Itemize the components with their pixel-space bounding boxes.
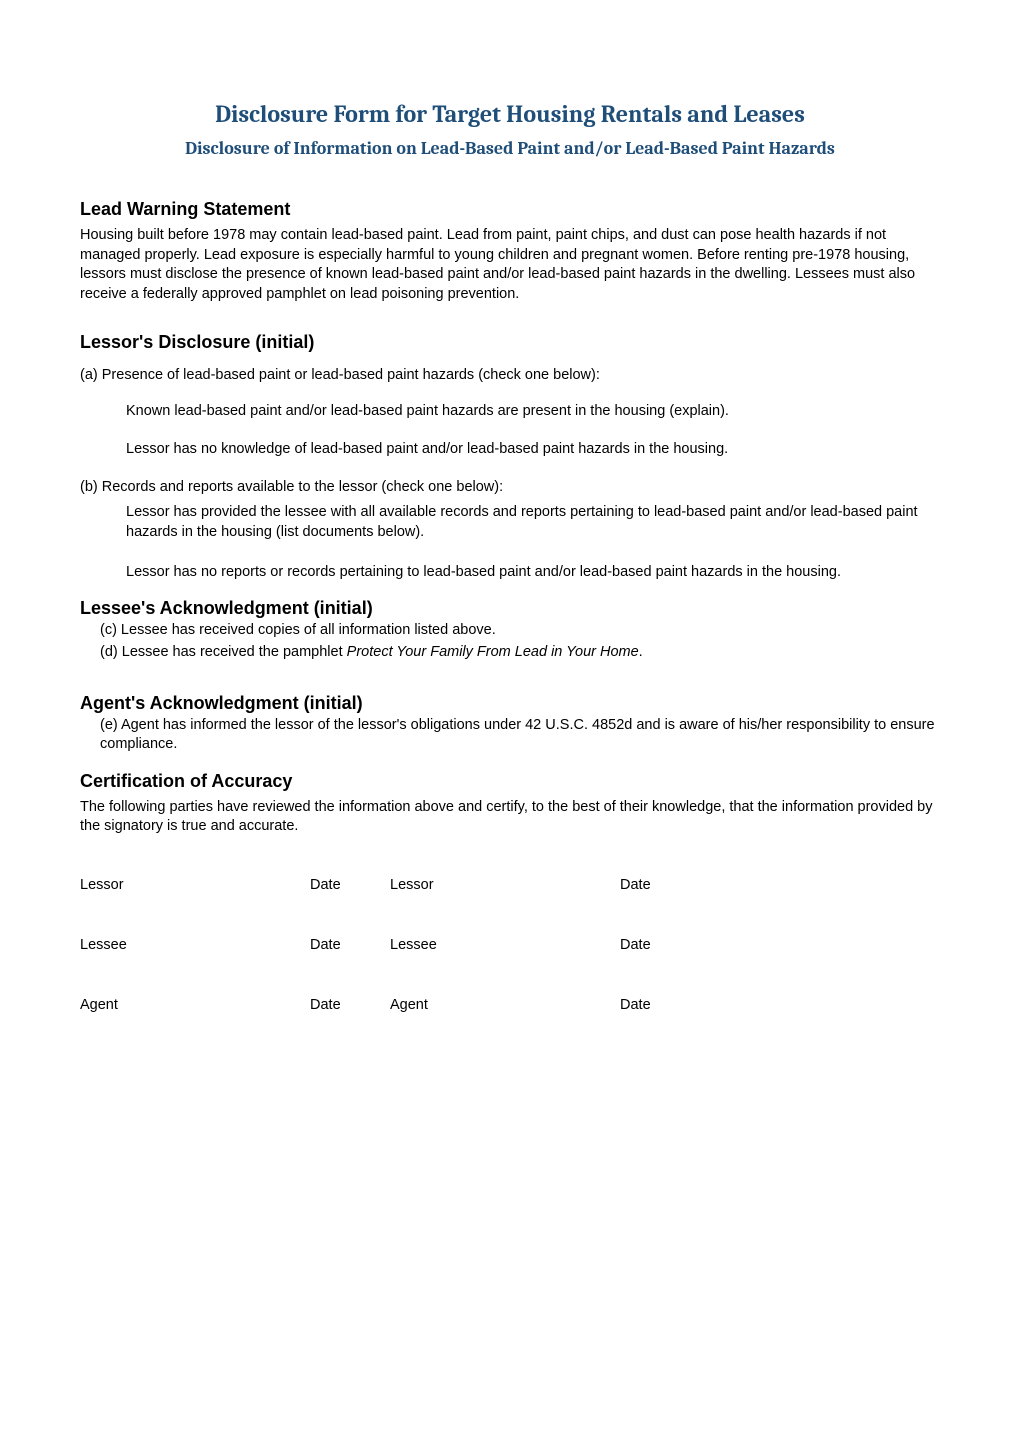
disclosure-a-option-2: Lessor has no knowledge of lead-based pa… <box>126 441 940 457</box>
agent-ack-item-e-text: (e) Agent has informed the lessor of the… <box>100 717 935 753</box>
page-container: Disclosure Form for Target Housing Renta… <box>0 0 1020 1443</box>
document-title: Disclosure Form for Target Housing Renta… <box>80 100 940 128</box>
lead-warning-heading: Lead Warning Statement <box>80 199 940 220</box>
sig-date-label: Date <box>620 877 680 893</box>
agent-ack-section: Agent's Acknowledgment (initial) (e) Age… <box>80 693 940 755</box>
disclosure-b-option-1-text: Lessor has provided the lessee with all … <box>126 504 918 540</box>
agent-ack-heading: Agent's Acknowledgment (initial) <box>80 693 940 714</box>
sig-role-label: Lessor <box>390 877 620 893</box>
lessee-ack-heading: Lessee's Acknowledgment (initial) <box>80 598 940 619</box>
disclosure-a-option-1: Known lead-based paint and/or lead-based… <box>126 403 940 419</box>
lessee-ack-d-suffix: . <box>639 644 643 660</box>
disclosure-b-option-1: Lessor has provided the lessee with all … <box>80 503 940 542</box>
lessee-ack-d-prefix: (d) Lessee has received the pamphlet <box>100 644 347 660</box>
certification-section: Certification of Accuracy The following … <box>80 771 940 837</box>
sig-date-label: Date <box>620 937 680 953</box>
document-subtitle: Disclosure of Information on Lead-Based … <box>80 138 940 159</box>
sig-role-label: Agent <box>390 997 620 1013</box>
sig-role-label: Agent <box>80 997 310 1013</box>
sig-date-label: Date <box>620 997 680 1013</box>
signature-table: Lessor Date Lessor Date Lessee Date Less… <box>80 877 940 1013</box>
sig-date-label: Date <box>310 997 390 1013</box>
disclosure-b-option-2: Lessor has no reports or records pertain… <box>126 564 940 580</box>
sig-date-label: Date <box>310 937 390 953</box>
lead-warning-section: Lead Warning Statement Housing built bef… <box>80 199 940 304</box>
lessor-disclosure-heading: Lessor's Disclosure (initial) <box>80 332 940 353</box>
sig-role-label: Lessee <box>390 937 620 953</box>
disclosure-item-a: (a) Presence of lead-based paint or lead… <box>80 367 940 383</box>
signature-row: Lessee Date Lessee Date <box>80 937 940 953</box>
disclosure-item-b: (b) Records and reports available to the… <box>80 479 940 495</box>
sig-role-label: Lessee <box>80 937 310 953</box>
signature-row: Agent Date Agent Date <box>80 997 940 1013</box>
lessee-ack-section: Lessee's Acknowledgment (initial) (c) Le… <box>80 598 940 662</box>
certification-heading: Certification of Accuracy <box>80 771 940 792</box>
lessee-ack-d-pamphlet: Protect Your Family From Lead in Your Ho… <box>347 644 639 660</box>
lessee-ack-item-c: (c) Lessee has received copies of all in… <box>100 621 940 641</box>
agent-ack-item-e: (e) Agent has informed the lessor of the… <box>100 716 940 755</box>
lessor-disclosure-section: Lessor's Disclosure (initial) (a) Presen… <box>80 332 940 580</box>
signature-row: Lessor Date Lessor Date <box>80 877 940 893</box>
lessee-ack-item-d: (d) Lessee has received the pamphlet Pro… <box>100 643 940 663</box>
lead-warning-body: Housing built before 1978 may contain le… <box>80 226 940 304</box>
sig-role-label: Lessor <box>80 877 310 893</box>
sig-date-label: Date <box>310 877 390 893</box>
certification-body: The following parties have reviewed the … <box>80 798 940 837</box>
